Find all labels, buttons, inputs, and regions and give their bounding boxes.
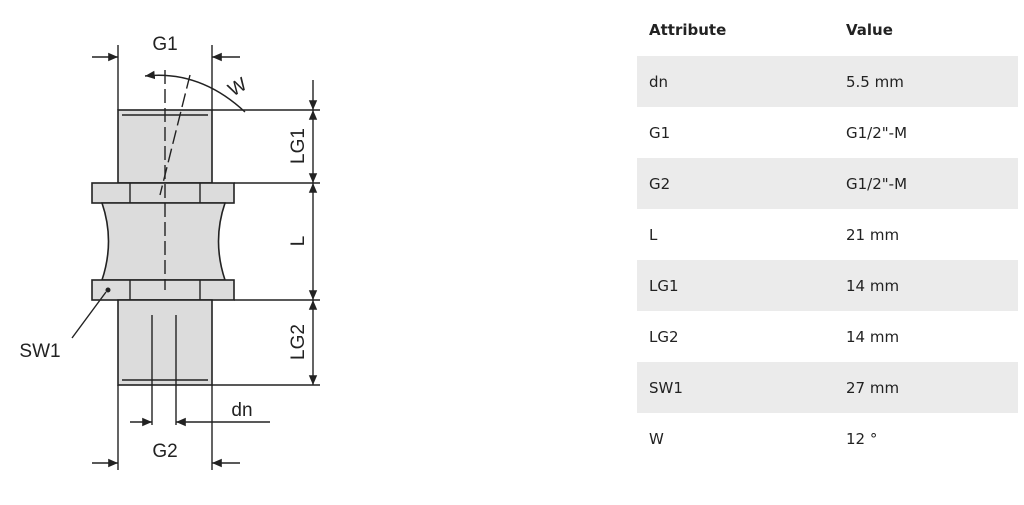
table-row: LG2 14 mm (637, 311, 1018, 362)
spec-table: Attribute Value dn 5.5 mm G1 G1/2"-M G2 G1/2"… (637, 4, 1018, 464)
attribute-cell: W (649, 429, 664, 448)
table-row: L 21 mm (637, 209, 1018, 260)
value-cell: 5.5 mm (834, 56, 1018, 107)
dimension-lines (71, 45, 320, 470)
header-row: Attribute Value (637, 4, 1018, 56)
attribute-cell: LG1 (637, 260, 834, 311)
attribute-cell: G1 (649, 123, 671, 142)
part-outline (91, 70, 235, 425)
value-cell: G1/2"-M (834, 158, 1018, 209)
value-cell: G1/2"-M (846, 123, 908, 142)
value-cell: 14 mm (834, 260, 1018, 311)
technical-drawing: G1 W LG1 L LG2 SW1 dn G2 (19, 34, 320, 470)
attribute-cell: dn (637, 56, 834, 107)
value-cell: 14 mm (846, 327, 900, 346)
value-cell: 21 mm (846, 225, 900, 244)
table-row: W 12 ° (637, 413, 1018, 464)
header-cell: Attribute (649, 21, 727, 39)
attribute-cell: SW1 (637, 362, 834, 413)
attribute-cell: L (649, 225, 658, 244)
table-row: G1 G1/2"-M (637, 107, 1018, 158)
table-row: G2 G1/2"-M (637, 158, 1018, 209)
label-sw1: SW1 (19, 341, 60, 362)
value-cell: 27 mm (834, 362, 1018, 413)
label-g2: G2 (152, 441, 177, 462)
label-lg2: LG2 (288, 324, 309, 360)
table-row: dn 5.5 mm (637, 56, 1018, 107)
table-row: SW1 27 mm (637, 362, 1018, 413)
label-dn: dn (231, 400, 252, 421)
attribute-cell: LG2 (649, 327, 679, 346)
header-cell: Value (846, 21, 893, 39)
label-l: L (288, 236, 309, 247)
label-g1: G1 (152, 34, 177, 55)
value-cell: 12 ° (846, 429, 878, 448)
table-row: LG1 14 mm (637, 260, 1018, 311)
label-w: W (225, 74, 251, 101)
attribute-cell: G2 (637, 158, 834, 209)
label-lg1: LG1 (288, 128, 309, 164)
